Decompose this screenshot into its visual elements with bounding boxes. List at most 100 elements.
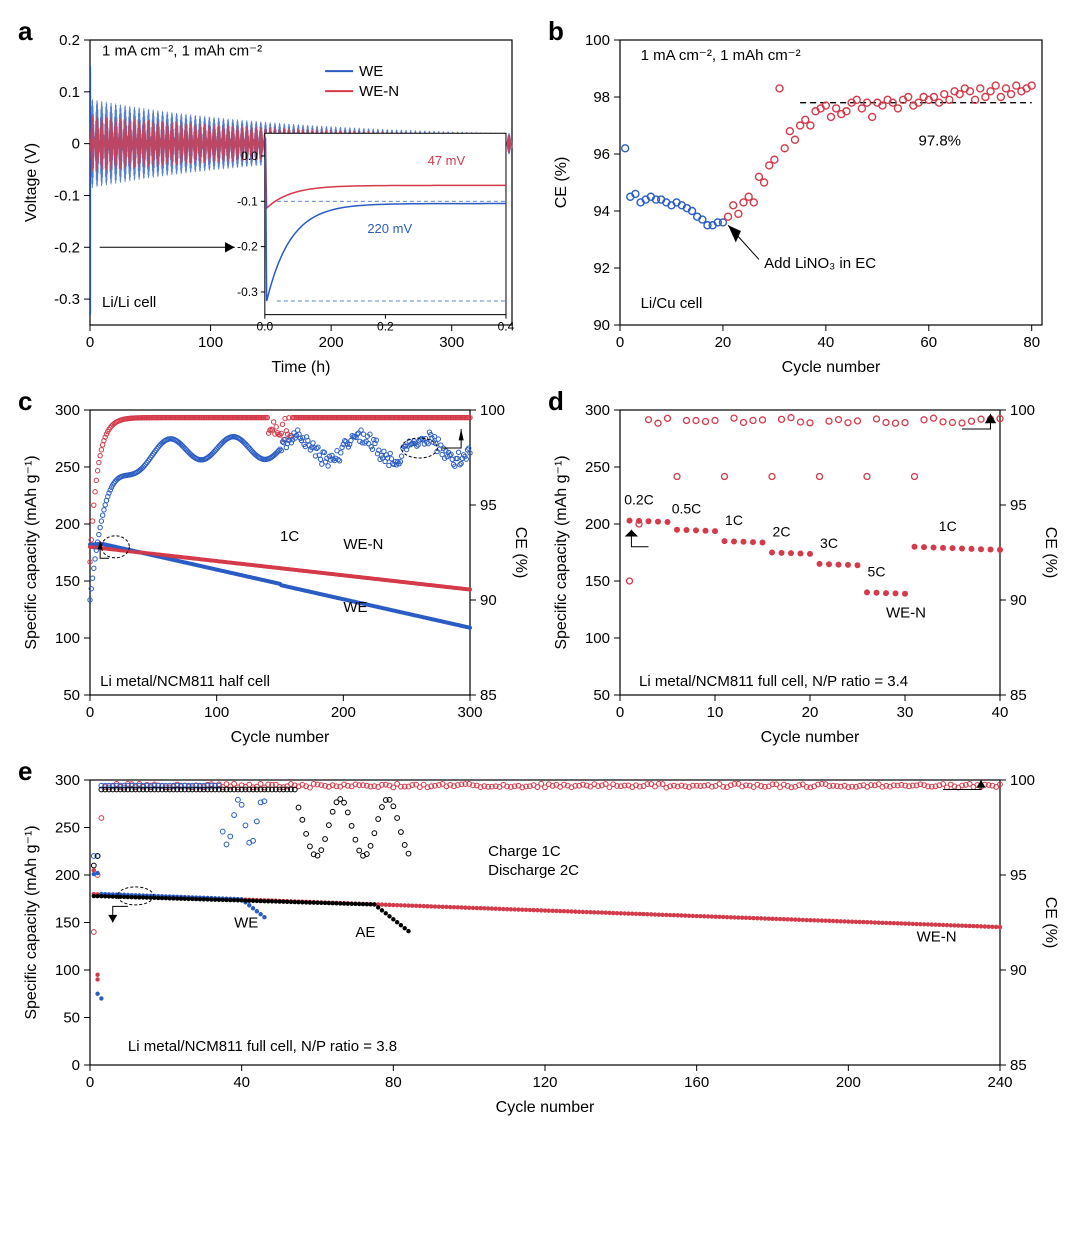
svg-text:150: 150 — [585, 573, 610, 590]
svg-text:200: 200 — [836, 1074, 861, 1091]
svg-text:40: 40 — [233, 1074, 250, 1091]
svg-text:AE: AE — [355, 924, 375, 941]
svg-text:40: 40 — [992, 704, 1009, 721]
svg-text:0: 0 — [616, 704, 624, 721]
svg-text:0.1: 0.1 — [59, 84, 80, 101]
svg-text:WE-N: WE-N — [886, 604, 926, 621]
svg-text:0.5C: 0.5C — [672, 501, 702, 517]
svg-text:100: 100 — [198, 334, 223, 351]
svg-text:WE-N: WE-N — [343, 536, 383, 553]
svg-text:-0.2: -0.2 — [54, 239, 80, 256]
svg-text:WE: WE — [343, 599, 367, 616]
svg-text:150: 150 — [55, 915, 80, 932]
svg-text:240: 240 — [987, 1074, 1012, 1091]
svg-text:-0.1: -0.1 — [54, 187, 80, 204]
svg-text:200: 200 — [319, 334, 344, 351]
svg-text:Li metal/NCM811 full cell, N/P: Li metal/NCM811 full cell, N/P ratio = 3… — [128, 1038, 397, 1055]
svg-text:Specific capacity (mAh g⁻¹): Specific capacity (mAh g⁻¹) — [23, 455, 40, 649]
svg-text:WE: WE — [359, 63, 383, 80]
svg-text:250: 250 — [55, 459, 80, 476]
svg-text:CE (%): CE (%) — [512, 527, 529, 579]
svg-text:160: 160 — [684, 1074, 709, 1091]
svg-text:2C: 2C — [773, 524, 791, 540]
svg-text:100: 100 — [204, 704, 229, 721]
svg-text:CE (%): CE (%) — [1042, 897, 1059, 949]
svg-text:300: 300 — [457, 704, 482, 721]
svg-text:CE (%): CE (%) — [1042, 527, 1059, 579]
svg-text:50: 50 — [63, 687, 80, 704]
svg-text:30: 30 — [897, 704, 914, 721]
svg-text:90: 90 — [593, 317, 610, 334]
svg-text:5C: 5C — [868, 563, 886, 579]
svg-text:100: 100 — [585, 630, 610, 647]
svg-text:Voltage (V): Voltage (V) — [23, 143, 40, 222]
svg-text:50: 50 — [593, 687, 610, 704]
svg-text:WE-N: WE-N — [917, 929, 957, 946]
svg-text:10: 10 — [707, 704, 724, 721]
svg-text:200: 200 — [55, 516, 80, 533]
svg-text:300: 300 — [55, 772, 80, 789]
svg-text:0.2: 0.2 — [59, 32, 80, 49]
svg-text:Charge 1C: Charge 1C — [488, 843, 561, 860]
svg-text:95: 95 — [480, 497, 497, 514]
svg-text:0.2C: 0.2C — [624, 492, 654, 508]
svg-text:95: 95 — [1010, 497, 1027, 514]
svg-text:20: 20 — [802, 704, 819, 721]
panel-label-a: a — [18, 16, 32, 47]
svg-text:0: 0 — [86, 704, 94, 721]
svg-text:Time (h): Time (h) — [272, 359, 331, 376]
svg-text:80: 80 — [1023, 334, 1040, 351]
chart-a: 0100200300-0.3-0.2-0.100.10.2Time (h)Vol… — [20, 20, 530, 380]
svg-text:80: 80 — [385, 1074, 402, 1091]
svg-text:1C: 1C — [725, 512, 743, 528]
svg-text:Li metal/NCM811 full cell, N/P: Li metal/NCM811 full cell, N/P ratio = 3… — [639, 673, 908, 690]
svg-text:85: 85 — [1010, 687, 1027, 704]
panel-e: e 04080120160200240050100150200250300Cyc… — [20, 760, 1060, 1120]
svg-text:300: 300 — [439, 334, 464, 351]
svg-text:3C: 3C — [820, 535, 838, 551]
panel-label-c: c — [18, 386, 32, 417]
svg-text:Cycle number: Cycle number — [496, 1099, 595, 1116]
chart-d: 01020304050100150200250300Cycle numberSp… — [550, 390, 1060, 750]
svg-text:Cycle number: Cycle number — [782, 359, 881, 376]
svg-text:95: 95 — [1010, 867, 1027, 884]
svg-text:200: 200 — [331, 704, 356, 721]
svg-text:Li/Cu cell: Li/Cu cell — [641, 295, 703, 312]
svg-text:250: 250 — [585, 459, 610, 476]
svg-text:100: 100 — [55, 630, 80, 647]
svg-text:0.0: 0.0 — [241, 149, 258, 163]
svg-text:1C: 1C — [939, 518, 957, 534]
svg-text:92: 92 — [593, 260, 610, 277]
svg-text:150: 150 — [55, 573, 80, 590]
svg-text:Specific capacity (mAh g⁻¹): Specific capacity (mAh g⁻¹) — [23, 825, 40, 1019]
svg-text:96: 96 — [593, 146, 610, 163]
svg-text:0: 0 — [72, 1057, 80, 1074]
svg-text:100: 100 — [480, 402, 505, 419]
svg-text:0.0: 0.0 — [256, 320, 273, 334]
svg-text:50: 50 — [63, 1010, 80, 1027]
svg-text:-0.3: -0.3 — [54, 291, 80, 308]
svg-text:300: 300 — [585, 402, 610, 419]
panel-d: d 01020304050100150200250300Cycle number… — [550, 390, 1060, 750]
svg-text:Li metal/NCM811 half cell: Li metal/NCM811 half cell — [100, 673, 270, 690]
svg-text:Add LiNO₃ in EC: Add LiNO₃ in EC — [764, 255, 876, 272]
panel-b: b 0204060809092949698100Cycle numberCE (… — [550, 20, 1060, 380]
figure: a 0100200300-0.3-0.2-0.100.10.2Time (h)V… — [20, 20, 1060, 1120]
svg-text:60: 60 — [920, 334, 937, 351]
panel-label-e: e — [18, 756, 32, 787]
panel-label-b: b — [548, 16, 564, 47]
svg-text:WE-N: WE-N — [359, 83, 399, 100]
svg-text:100: 100 — [55, 962, 80, 979]
svg-text:85: 85 — [1010, 1057, 1027, 1074]
svg-text:0.2: 0.2 — [377, 320, 394, 334]
panel-c: c 010020030050100150200250300Cycle numbe… — [20, 390, 530, 750]
svg-text:Specific capacity (mAh g⁻¹): Specific capacity (mAh g⁻¹) — [553, 455, 570, 649]
svg-text:200: 200 — [55, 867, 80, 884]
chart-e: 04080120160200240050100150200250300Cycle… — [20, 760, 1060, 1120]
svg-text:100: 100 — [585, 32, 610, 49]
svg-text:40: 40 — [818, 334, 835, 351]
panel-label-d: d — [548, 386, 564, 417]
svg-text:85: 85 — [480, 687, 497, 704]
svg-text:100: 100 — [1010, 772, 1035, 789]
svg-text:300: 300 — [55, 402, 80, 419]
